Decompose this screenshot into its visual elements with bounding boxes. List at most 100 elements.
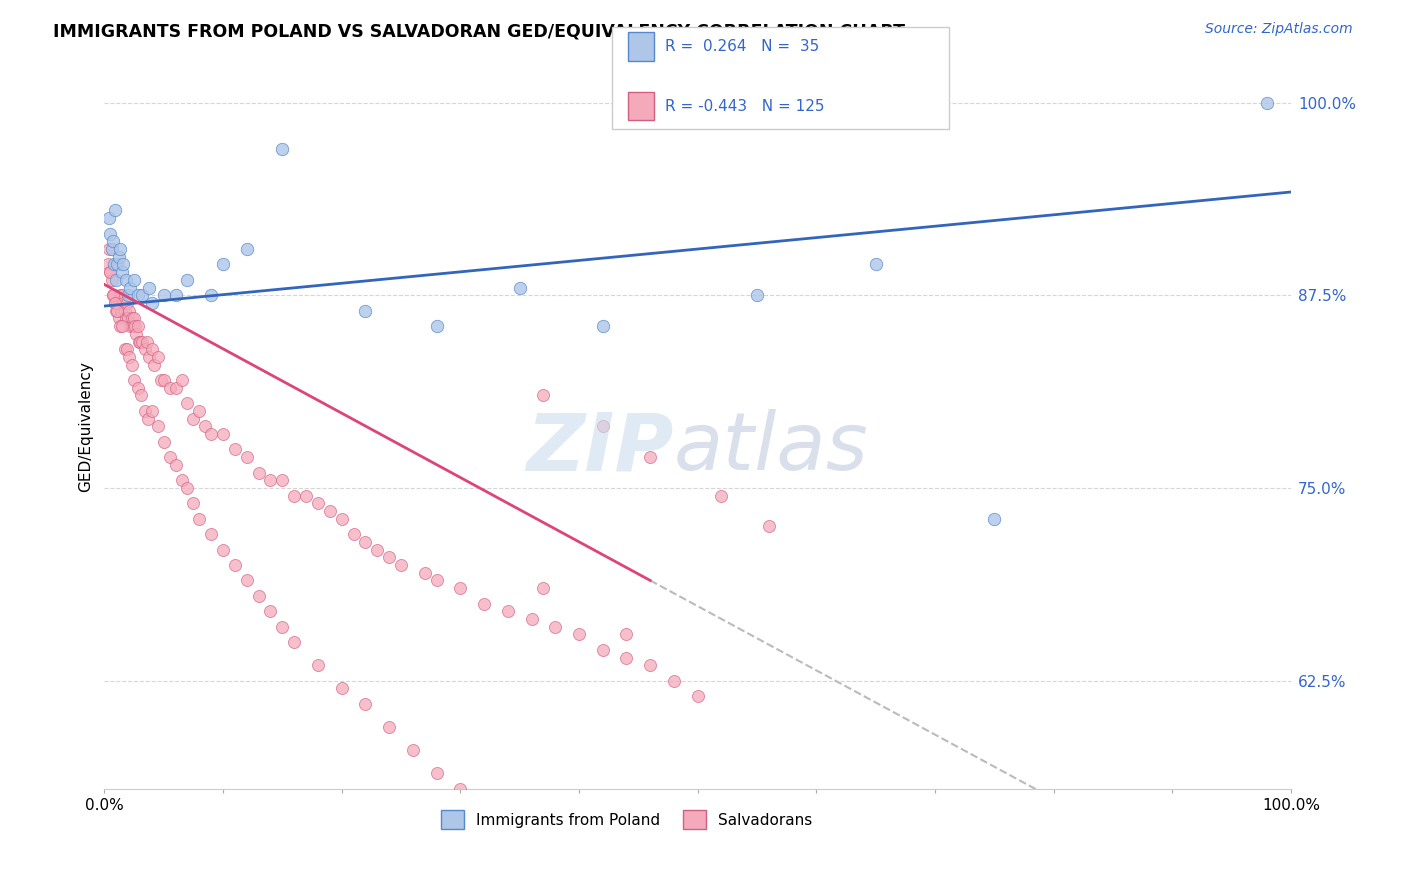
Point — [271, 473, 294, 487]
Point — [129, 334, 152, 349]
Point — [865, 257, 887, 271]
Point — [295, 489, 318, 503]
Point — [117, 288, 139, 302]
Point — [758, 519, 780, 533]
Point — [152, 288, 174, 302]
Point — [247, 466, 270, 480]
Point — [389, 558, 412, 572]
Point — [200, 288, 222, 302]
Point — [319, 504, 342, 518]
Point — [117, 311, 139, 326]
Point — [98, 211, 121, 226]
Point — [97, 257, 120, 271]
Point — [120, 319, 142, 334]
Point — [98, 227, 121, 241]
Point — [108, 242, 131, 256]
Point — [236, 574, 259, 588]
Point — [112, 257, 135, 271]
Point — [592, 642, 614, 657]
Point — [120, 280, 142, 294]
Point — [152, 434, 174, 449]
Text: ZIP: ZIP — [526, 409, 673, 487]
Point — [568, 627, 591, 641]
Point — [141, 296, 163, 310]
Point — [112, 296, 135, 310]
Point — [114, 343, 136, 357]
Point — [107, 296, 129, 310]
Point — [136, 411, 159, 425]
Text: Source: ZipAtlas.com: Source: ZipAtlas.com — [1205, 22, 1353, 37]
Point — [129, 388, 152, 402]
Point — [114, 311, 136, 326]
Point — [354, 697, 377, 711]
Point — [125, 326, 148, 341]
Point — [141, 343, 163, 357]
Point — [138, 350, 160, 364]
Point — [544, 874, 567, 888]
Point — [259, 604, 281, 618]
Y-axis label: GED/Equivalency: GED/Equivalency — [79, 361, 93, 491]
Point — [107, 303, 129, 318]
Point — [472, 805, 495, 819]
Point — [127, 381, 149, 395]
Point — [165, 381, 187, 395]
Point — [531, 388, 554, 402]
Point — [143, 358, 166, 372]
Point — [136, 334, 159, 349]
Point — [114, 273, 136, 287]
Point — [101, 235, 124, 249]
Point — [121, 311, 143, 326]
Point — [212, 257, 235, 271]
Legend: Immigrants from Poland, Salvadorans: Immigrants from Poland, Salvadorans — [434, 805, 818, 835]
Point — [101, 288, 124, 302]
Point — [183, 411, 205, 425]
Point — [104, 296, 127, 310]
Point — [98, 265, 121, 279]
Point — [413, 566, 436, 580]
Text: IMMIGRANTS FROM POLAND VS SALVADORAN GED/EQUIVALENCY CORRELATION CHART: IMMIGRANTS FROM POLAND VS SALVADORAN GED… — [53, 22, 905, 40]
Point — [131, 334, 153, 349]
Text: R =  0.264   N =  35: R = 0.264 N = 35 — [665, 39, 820, 54]
Point — [146, 419, 169, 434]
Point — [638, 658, 661, 673]
Point — [616, 650, 638, 665]
Point — [122, 373, 145, 387]
Point — [111, 319, 134, 334]
Point — [271, 142, 294, 156]
Point — [224, 558, 246, 572]
Point — [271, 620, 294, 634]
Point — [118, 303, 141, 318]
Point — [122, 273, 145, 287]
Point — [188, 404, 211, 418]
Point — [165, 288, 187, 302]
Point — [131, 288, 153, 302]
Point — [150, 373, 173, 387]
Point — [472, 597, 495, 611]
Point — [200, 527, 222, 541]
Point — [366, 542, 388, 557]
Point — [107, 311, 129, 326]
Point — [638, 450, 661, 464]
Point — [188, 512, 211, 526]
Point — [449, 581, 471, 595]
Point — [544, 620, 567, 634]
Point — [122, 311, 145, 326]
Point — [496, 828, 519, 842]
Point — [104, 203, 127, 218]
Point — [108, 319, 131, 334]
Point — [152, 373, 174, 387]
Point — [426, 319, 449, 334]
Point — [176, 481, 198, 495]
Point — [128, 334, 150, 349]
Point — [378, 720, 401, 734]
Point — [194, 419, 217, 434]
Point — [110, 303, 132, 318]
Point — [426, 574, 449, 588]
Point — [520, 612, 543, 626]
Point — [200, 427, 222, 442]
Point — [138, 280, 160, 294]
Point — [134, 404, 156, 418]
Point — [342, 527, 364, 541]
Point — [520, 851, 543, 865]
Point — [378, 550, 401, 565]
